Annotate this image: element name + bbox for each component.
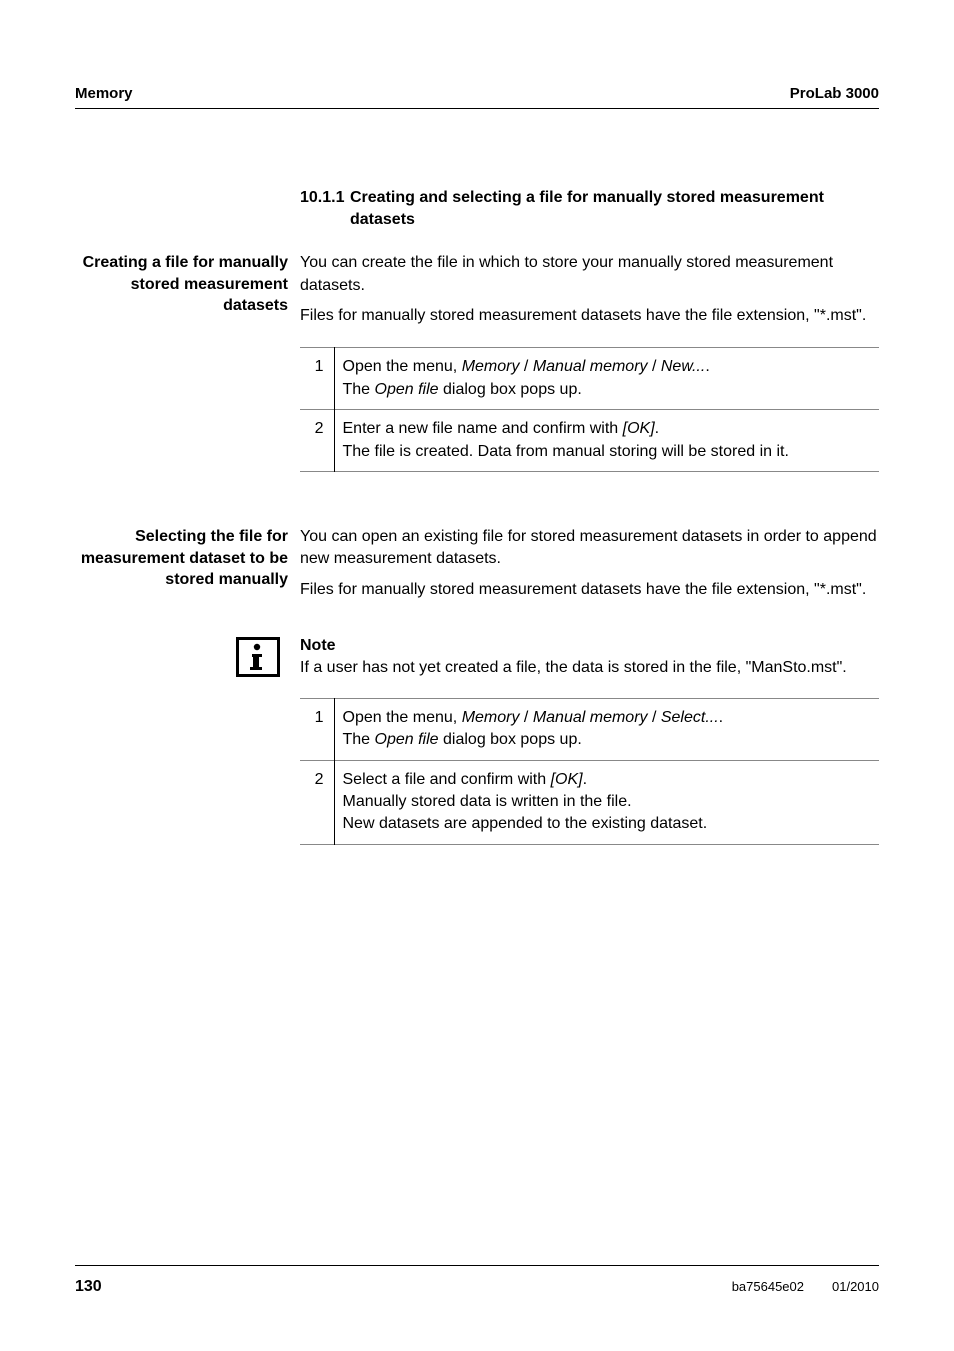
table-row: 1 Open the menu, Memory / Manual memory …: [300, 698, 879, 760]
menu-path: Select...: [661, 709, 719, 726]
step-text: Open the menu, Memory / Manual memory / …: [334, 698, 879, 760]
footer-right: ba75645e02 01/2010: [732, 1279, 879, 1294]
note-body: Note If a user has not yet created a fil…: [300, 635, 879, 680]
block-selecting-body: You can open an existing file for stored…: [300, 526, 879, 609]
content: 10.1.1 Creating and selecting a file for…: [75, 187, 879, 845]
text: Enter a new file name and confirm with: [343, 420, 623, 437]
text: The file is created. Data from manual st…: [343, 443, 789, 460]
menu-path: New...: [661, 358, 705, 375]
steps-wrap: 1 Open the menu, Memory / Manual memory …: [300, 698, 879, 845]
text: Select a file and confirm with: [343, 771, 551, 788]
text: /: [519, 358, 532, 375]
header-right: ProLab 3000: [790, 85, 879, 102]
section-title: Creating and selecting a file for manual…: [350, 187, 879, 230]
table-row: 2 Select a file and confirm with [OK]. M…: [300, 760, 879, 844]
doc-id: ba75645e02: [732, 1279, 804, 1294]
menu-path: Memory: [462, 358, 520, 375]
note-block: Note If a user has not yet created a fil…: [75, 635, 879, 680]
text: .: [655, 420, 659, 437]
step-number: 1: [300, 348, 334, 410]
block-selecting: Selecting the file for measurement datas…: [75, 526, 879, 609]
table-row: 2 Enter a new file name and confirm with…: [300, 410, 879, 472]
text: The: [343, 731, 375, 748]
step-number: 2: [300, 410, 334, 472]
side-gap: [75, 698, 300, 845]
header-left: Memory: [75, 85, 133, 102]
para: You can open an existing file for stored…: [300, 526, 879, 571]
para: Files for manually stored measurement da…: [300, 305, 879, 327]
text: .: [705, 358, 709, 375]
section-left-gap: [75, 187, 300, 230]
text: Open the menu,: [343, 709, 462, 726]
step-text: Enter a new file name and confirm with […: [334, 410, 879, 472]
text: dialog box pops up.: [439, 381, 582, 398]
text: Manually stored data is written in the f…: [343, 793, 632, 810]
menu-path: Manual memory: [533, 709, 648, 726]
section-heading-row: 10.1.1 Creating and selecting a file for…: [75, 187, 879, 230]
block-creating: Creating a file for manually stored meas…: [75, 252, 879, 472]
page-footer: 130 ba75645e02 01/2010: [75, 1265, 879, 1296]
steps-table-selecting: 1 Open the menu, Memory / Manual memory …: [300, 698, 879, 845]
text: .: [583, 771, 587, 788]
side-heading-selecting: Selecting the file for measurement datas…: [75, 526, 300, 609]
block-selecting-steps: 1 Open the menu, Memory / Manual memory …: [75, 698, 879, 845]
step-number: 2: [300, 760, 334, 844]
step-number: 1: [300, 698, 334, 760]
text: /: [648, 358, 661, 375]
para: You can create the file in which to stor…: [300, 252, 879, 297]
menu-path: Manual memory: [533, 358, 648, 375]
key-name: [OK]: [551, 771, 583, 788]
note-text: If a user has not yet created a file, th…: [300, 657, 879, 679]
note-icon-wrap: [75, 635, 300, 677]
text: The: [343, 381, 375, 398]
side-heading-creating: Creating a file for manually stored meas…: [75, 252, 300, 472]
text: .: [719, 709, 723, 726]
text: /: [648, 709, 661, 726]
info-icon: [236, 637, 280, 677]
step-text: Select a file and confirm with [OK]. Man…: [334, 760, 879, 844]
doc-date: 01/2010: [832, 1279, 879, 1294]
block-creating-body: You can create the file in which to stor…: [300, 252, 879, 472]
page: Memory ProLab 3000 10.1.1 Creating and s…: [0, 0, 954, 1351]
page-number: 130: [75, 1278, 102, 1296]
key-name: [OK]: [623, 420, 655, 437]
text: Open the menu,: [343, 358, 462, 375]
section-number: 10.1.1: [300, 187, 350, 230]
dialog-name: Open file: [375, 381, 439, 398]
section-heading: 10.1.1 Creating and selecting a file for…: [300, 187, 879, 230]
dialog-name: Open file: [375, 731, 439, 748]
steps-table-creating: 1 Open the menu, Memory / Manual memory …: [300, 347, 879, 472]
text: dialog box pops up.: [439, 731, 582, 748]
page-header: Memory ProLab 3000: [75, 85, 879, 109]
note-label: Note: [300, 635, 879, 657]
menu-path: Memory: [462, 709, 520, 726]
step-text: Open the menu, Memory / Manual memory / …: [334, 348, 879, 410]
table-row: 1 Open the menu, Memory / Manual memory …: [300, 348, 879, 410]
para: Files for manually stored measurement da…: [300, 579, 879, 601]
text: /: [519, 709, 532, 726]
text: New datasets are appended to the existin…: [343, 815, 708, 832]
